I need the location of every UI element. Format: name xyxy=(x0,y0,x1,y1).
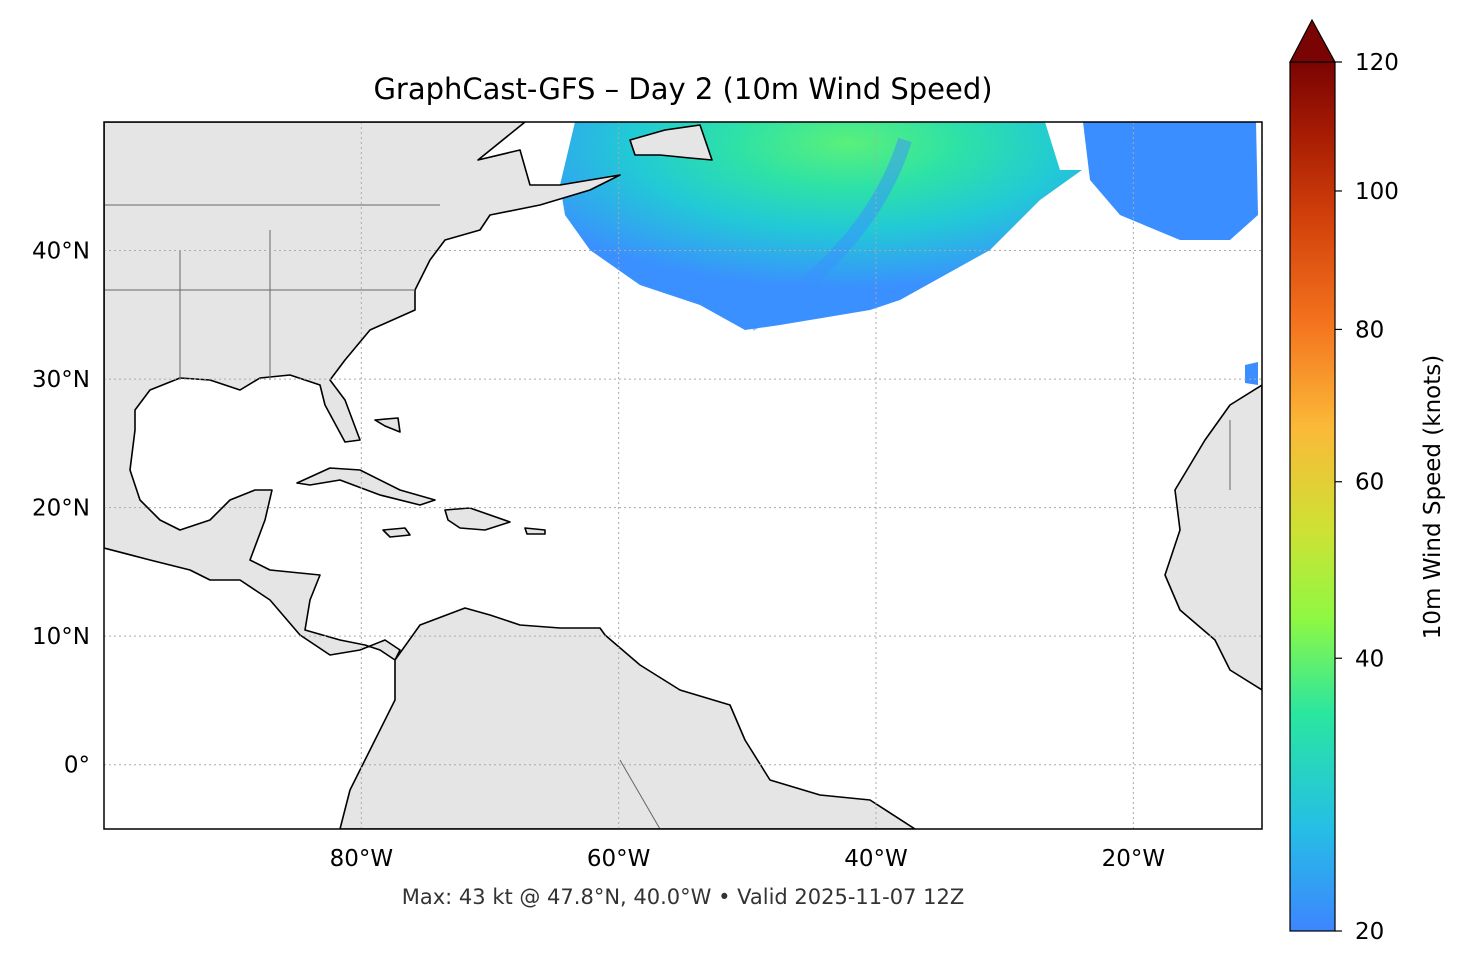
lon-tick-label: 40°W xyxy=(844,846,908,872)
land-layer xyxy=(104,122,1262,829)
colorbar-label: 10m Wind Speed (knots) xyxy=(1420,355,1446,639)
map-axes xyxy=(104,122,1262,829)
colorbar-tick-label: 20 xyxy=(1355,919,1384,945)
lon-tick-label: 60°W xyxy=(587,846,651,872)
wind-region-east-atlantic xyxy=(1083,122,1258,240)
colorbar-tick-label: 40 xyxy=(1355,646,1384,672)
colorbar-tick-label: 60 xyxy=(1355,470,1384,496)
land-cuba xyxy=(296,467,436,506)
country-border xyxy=(619,759,661,829)
wind-region-north-atlantic xyxy=(560,122,1082,330)
land-africa xyxy=(1164,384,1262,691)
wind-front-band xyxy=(746,137,912,331)
land-north-america xyxy=(104,122,621,661)
gridlines xyxy=(104,122,1262,829)
colorbar-tick-label: 80 xyxy=(1355,317,1384,343)
lat-tick-label: 20°N xyxy=(32,496,90,522)
map-title: GraphCast-GFS – Day 2 (10m Wind Speed) xyxy=(373,72,992,106)
lat-tick-label: 10°N xyxy=(32,624,90,650)
colorbar-tick-label: 100 xyxy=(1355,179,1399,205)
land-puerto-rico xyxy=(524,527,546,535)
land-jamaica xyxy=(382,527,411,538)
lon-tick-label: 20°W xyxy=(1102,846,1166,872)
land-south-america xyxy=(339,607,916,829)
lon-tick-label: 80°W xyxy=(330,846,394,872)
colorbar-extend-triangle xyxy=(1289,18,1337,63)
max-wind-footer: Max: 43 kt @ 47.8°N, 40.0°W • Valid 2025… xyxy=(402,885,965,909)
lat-tick-label: 30°N xyxy=(32,367,90,393)
wind-region-canary xyxy=(1245,362,1258,385)
latitude-tick-labels: 40°N 30°N 20°N 10°N 0° xyxy=(32,239,90,779)
wind-field xyxy=(318,122,1258,385)
lat-tick-label: 40°N xyxy=(32,239,90,265)
land-bahamas xyxy=(374,417,401,433)
colorbar: 20 40 60 80 100 120 10m Wind Speed (knots) xyxy=(1289,18,1446,945)
colorbar-gradient xyxy=(1289,61,1336,932)
lat-tick-label: 0° xyxy=(64,753,90,779)
land-newfoundland xyxy=(629,124,713,161)
colorbar-tick-label: 120 xyxy=(1355,50,1399,76)
colorbar-ticks: 20 40 60 80 100 120 xyxy=(1335,50,1399,945)
map-frame xyxy=(103,121,1263,830)
longitude-tick-labels: 80°W 60°W 40°W 20°W xyxy=(330,846,1166,872)
